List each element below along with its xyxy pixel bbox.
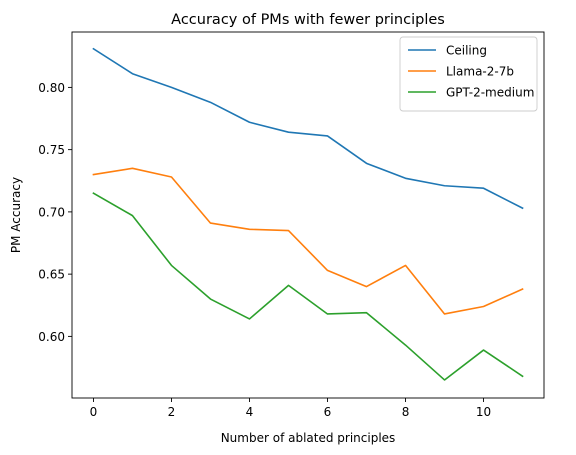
legend-label-ceiling: Ceiling — [446, 44, 487, 58]
y-tick-label: 0.60 — [38, 330, 65, 344]
x-tick-label: 6 — [324, 405, 332, 419]
y-axis-label: PM Accuracy — [9, 177, 23, 253]
series-line-gpt-2-medium — [92, 192, 524, 381]
x-tick-label: 2 — [168, 405, 176, 419]
series-layer — [92, 47, 524, 381]
plot-frame — [71, 31, 545, 399]
x-tick-label: 10 — [476, 405, 491, 419]
x-tick-label: 4 — [246, 405, 254, 419]
y-tick-label: 0.65 — [38, 268, 65, 282]
chart-title: Accuracy of PMs with fewer principles — [171, 12, 445, 28]
x-tick-label: 8 — [402, 405, 410, 419]
x-axis-label: Number of ablated principles — [221, 431, 396, 445]
series-line-llama-2-7b — [92, 167, 524, 315]
y-tick-label: 0.75 — [38, 143, 65, 157]
y-axis-ticks: 0.60 0.65 0.70 0.75 0.80 — [38, 81, 72, 344]
y-tick-label: 0.80 — [38, 81, 65, 95]
x-axis-ticks: 0 2 4 6 8 10 — [90, 398, 491, 419]
x-tick-label: 0 — [90, 405, 98, 419]
series-line-ceiling — [92, 47, 524, 210]
legend-label-llama-2-7b: Llama-2-7b — [446, 65, 514, 79]
y-tick-label: 0.70 — [38, 205, 65, 219]
legend-label-gpt-2-medium: GPT-2-medium — [446, 86, 534, 100]
legend: Ceiling Llama-2-7b GPT-2-medium — [399, 36, 538, 112]
